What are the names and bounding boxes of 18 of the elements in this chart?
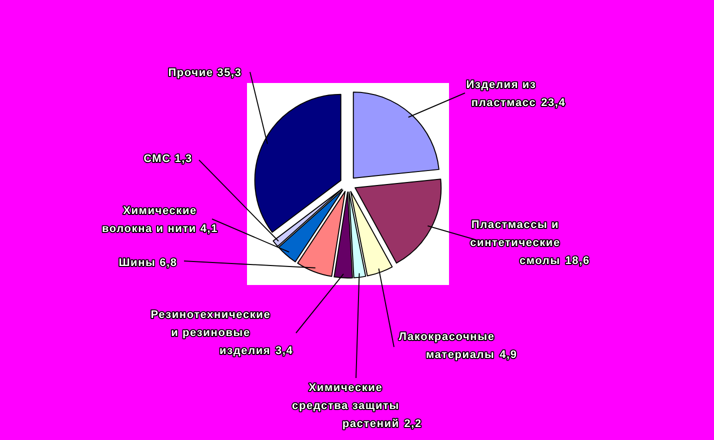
- data-label: 3,4: [276, 345, 294, 357]
- data-label: 4,9: [500, 349, 518, 361]
- slice-label: Шины: [118, 257, 156, 269]
- slice-label: Химические волокна и нити: [102, 205, 197, 235]
- data-label: 2,2: [404, 418, 422, 430]
- data-label: 35,3: [217, 67, 242, 79]
- slice-label: Лакокрасочные материалы: [398, 331, 495, 361]
- slice-label: Прочие: [168, 67, 214, 79]
- slice-label: СМС: [144, 153, 171, 165]
- data-label: 6,8: [160, 257, 178, 269]
- slice-label: Пластмассы и синтетические смолы: [470, 219, 560, 267]
- data-label: 4,1: [200, 223, 218, 235]
- data-label: 1,3: [174, 153, 192, 165]
- data-label: 23,4: [541, 97, 566, 109]
- slice-label: Изделия из пластмасс: [466, 79, 536, 109]
- slice-label: Химические средства защиты растений: [292, 382, 400, 430]
- data-label: 18,6: [565, 255, 590, 267]
- slice-label: Резинотехнические и резиновые изделия: [150, 309, 271, 357]
